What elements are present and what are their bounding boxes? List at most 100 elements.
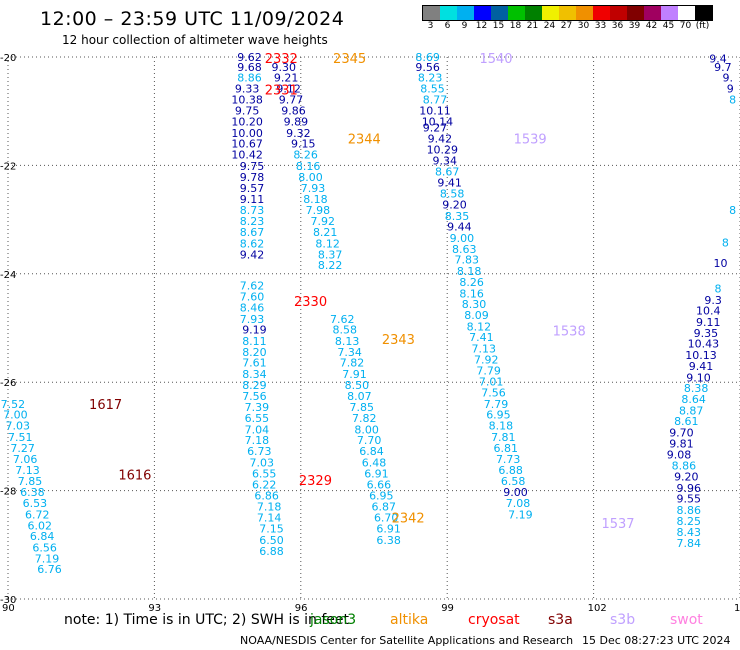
wave-height-value: 8.00 bbox=[354, 423, 379, 436]
wave-height-value: 8.77 bbox=[423, 93, 448, 106]
wave-height-value: 8.86 bbox=[677, 504, 702, 517]
wave-height-value: 8.25 bbox=[677, 515, 702, 528]
colorbar-swatch bbox=[440, 6, 457, 20]
sat-legend-swot: swot bbox=[670, 612, 703, 628]
wave-height-value: 9.20 bbox=[674, 471, 699, 484]
wave-height-value: 8.73 bbox=[240, 204, 265, 217]
wave-height-value: 6.22 bbox=[252, 479, 277, 492]
wave-height-value: 9.35 bbox=[694, 327, 719, 340]
wave-height-value: 6.84 bbox=[359, 445, 384, 458]
pass-time-label: 1537 bbox=[601, 517, 634, 532]
colorbar-swatch bbox=[576, 6, 593, 20]
wave-height-value: 8 bbox=[715, 282, 722, 295]
colorbar-label: 6 bbox=[444, 21, 451, 31]
wave-height-value: 8.11 bbox=[242, 335, 267, 348]
wave-height-value: 10.00 bbox=[231, 127, 263, 140]
y-tick-label: -22 bbox=[0, 161, 16, 172]
wave-height-value: 8.50 bbox=[345, 379, 370, 392]
wave-height-value: 9.96 bbox=[677, 482, 702, 495]
colorbar-label: 3 bbox=[427, 21, 434, 31]
wave-height-value: 9.78 bbox=[240, 171, 265, 184]
wave-height-value: 8.55 bbox=[420, 82, 445, 95]
wave-height-value: 9.81 bbox=[669, 437, 694, 450]
colorbar-swatch bbox=[644, 6, 661, 20]
wave-height-value: 6.38 bbox=[376, 534, 401, 547]
wave-height-value: 9.75 bbox=[235, 105, 260, 118]
wave-height-value: 9. bbox=[723, 72, 734, 85]
wave-height-value: 6.73 bbox=[247, 445, 272, 458]
wave-height-value: 6.84 bbox=[30, 530, 55, 543]
sat-legend-s3a: s3a bbox=[548, 612, 573, 628]
wave-height-value: 9.44 bbox=[447, 221, 472, 234]
wave-height-value: 7.13 bbox=[472, 343, 497, 356]
wave-height-value: 7.73 bbox=[496, 453, 521, 466]
wave-height-value: 9 bbox=[727, 82, 734, 95]
wave-height-value: 7.19 bbox=[35, 552, 60, 565]
wave-height-value: 9.4 bbox=[709, 53, 727, 66]
y-tick-label: -26 bbox=[0, 378, 16, 389]
wave-height-value: 8.29 bbox=[242, 379, 267, 392]
wave-height-value: 9.41 bbox=[437, 177, 462, 190]
colorbar-swatch bbox=[508, 6, 525, 20]
wave-height-value: 7.03 bbox=[250, 456, 275, 469]
wave-height-value: 8.30 bbox=[462, 298, 487, 311]
page-subtitle: 12 hour collection of altimeter wave hei… bbox=[62, 33, 328, 47]
wave-height-value: 8.18 bbox=[489, 420, 514, 433]
wave-height-value: 8.62 bbox=[240, 237, 265, 250]
colorbar-label: 33 bbox=[594, 21, 607, 31]
wave-height-value: 10.43 bbox=[688, 338, 720, 351]
wave-height-value: 9.10 bbox=[686, 371, 711, 384]
wave-height-value: 9.15 bbox=[291, 138, 316, 151]
wave-height-value: 8.16 bbox=[296, 160, 321, 173]
wave-height-value: 7.82 bbox=[352, 412, 377, 425]
pass-time-label: 2330 bbox=[294, 295, 327, 310]
wave-height-value: 8.46 bbox=[240, 301, 265, 314]
wave-height-value: 9.86 bbox=[281, 105, 306, 118]
wave-height-value: 8.22 bbox=[318, 259, 343, 272]
wave-height-value: 7.27 bbox=[10, 442, 34, 455]
colorbar-swatch bbox=[678, 6, 695, 20]
colorbar-label: 12 bbox=[475, 21, 488, 31]
wave-height-value: 10.38 bbox=[231, 93, 263, 106]
wave-height-value: 6.58 bbox=[501, 475, 526, 488]
wave-height-value: 8.69 bbox=[415, 51, 440, 64]
wave-height-value: 8 bbox=[722, 236, 729, 249]
colorbar-label: 21 bbox=[526, 21, 539, 31]
credit-line: NOAA/NESDIS Center for Satellite Applica… bbox=[240, 634, 574, 647]
wave-height-value: 9.62 bbox=[237, 51, 262, 64]
pass-time-label: 2345 bbox=[333, 52, 366, 67]
y-tick-label: -30 bbox=[0, 595, 16, 606]
wave-height-value: 10.42 bbox=[231, 149, 263, 162]
sat-legend-altika: altika bbox=[390, 612, 429, 628]
wave-height-value: 6.91 bbox=[364, 467, 389, 480]
wave-height-value: 6.76 bbox=[37, 563, 62, 576]
wave-height-value: 7.62 bbox=[330, 313, 355, 326]
wave-height-value: 8.26 bbox=[293, 149, 318, 162]
pass-time-label: 1617 bbox=[89, 398, 122, 413]
wave-height-value: 8.26 bbox=[459, 276, 484, 289]
wave-height-value: 9.3 bbox=[704, 294, 722, 307]
colorbar-label: 42 bbox=[645, 21, 658, 31]
wave-height-value: 6.91 bbox=[376, 523, 401, 536]
wave-height-value: 7.79 bbox=[484, 398, 509, 411]
wave-height-value: 8.86 bbox=[237, 72, 262, 85]
wave-height-value: 7.51 bbox=[8, 431, 32, 444]
wave-height-value: 7.18 bbox=[257, 500, 282, 513]
wave-height-value: 7.92 bbox=[311, 215, 336, 228]
sat-legend-s3b: s3b bbox=[610, 612, 636, 628]
wave-height-value: 7.61 bbox=[242, 357, 267, 370]
wave-height-value: 6.55 bbox=[245, 412, 270, 425]
wave-height-value: 8.35 bbox=[445, 210, 470, 223]
wave-height-value: 9.42 bbox=[428, 132, 453, 145]
wave-height-value: 6.55 bbox=[252, 467, 277, 480]
pass-time-label: 2344 bbox=[348, 132, 381, 147]
x-tick-label: 96 bbox=[295, 603, 308, 614]
colorbar-label: 18 bbox=[509, 21, 522, 31]
wave-height-value: 10.11 bbox=[419, 105, 451, 118]
wave-height-value: 9.42 bbox=[240, 248, 265, 261]
wave-height-value: 6.48 bbox=[362, 456, 387, 469]
wave-height-colorbar bbox=[422, 5, 713, 21]
wave-height-value: 8.00 bbox=[298, 171, 323, 184]
wave-height-value: 8.61 bbox=[674, 415, 699, 428]
colorbar-label: 27 bbox=[560, 21, 573, 31]
